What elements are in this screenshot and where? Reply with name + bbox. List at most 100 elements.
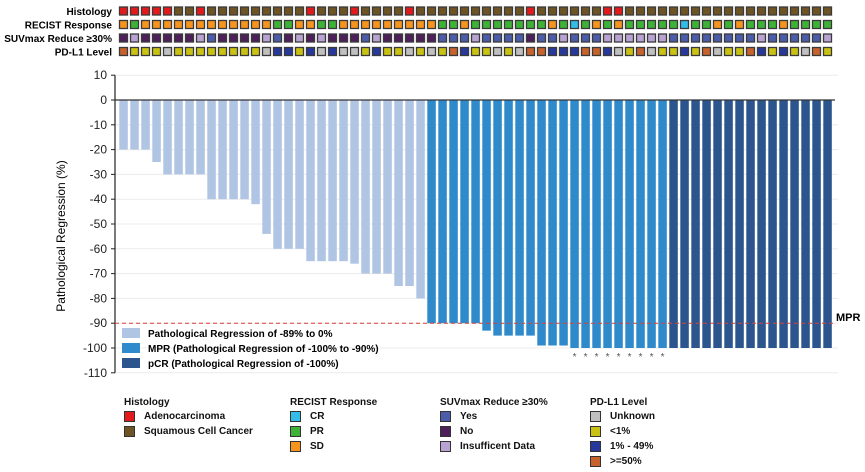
mpr-label: MPR — [836, 312, 861, 324]
track-cell — [250, 19, 261, 30]
legend-swatch-mpr — [122, 343, 140, 353]
bar-light — [339, 100, 348, 262]
track-cell — [371, 6, 382, 16]
track-cell — [756, 19, 767, 30]
significance-star: * — [617, 352, 621, 363]
bar-mpr — [592, 100, 601, 348]
track-cell — [195, 33, 206, 43]
track-cell — [657, 33, 668, 43]
track-cell — [712, 33, 723, 43]
track-cell — [778, 33, 789, 43]
legend-swatch-pcr — [122, 358, 140, 368]
legend-item: Adenocarcinoma — [124, 411, 225, 422]
bar-pcr — [779, 100, 788, 348]
bar-light — [185, 100, 194, 175]
legend-label-mpr: MPR (Pathological Regression of -100% to… — [148, 344, 379, 355]
track-cell — [525, 6, 536, 16]
legend-title: Histology — [124, 397, 170, 408]
track-cell — [261, 46, 272, 57]
bar-light — [350, 100, 359, 264]
track-cell — [118, 33, 129, 43]
track-cell — [151, 19, 162, 30]
legend-item: Insufficent Data — [440, 441, 535, 452]
track-cell — [437, 6, 448, 16]
track-cell — [283, 33, 294, 43]
track-cell — [470, 33, 481, 43]
track-cell — [305, 33, 316, 43]
track-cell — [657, 19, 668, 30]
track-cell — [459, 19, 470, 30]
track-cell — [404, 19, 415, 30]
track-cell — [690, 33, 701, 43]
legend-item: Unknown — [590, 411, 655, 422]
significance-star: * — [595, 352, 599, 363]
bar-mpr — [460, 100, 469, 324]
track-cell — [283, 6, 294, 16]
track-cell — [195, 46, 206, 57]
bar-pcr — [812, 100, 821, 348]
bar-pcr — [790, 100, 799, 348]
track-cell — [470, 46, 481, 57]
track-cell — [745, 33, 756, 43]
y-tick-label: -10 — [90, 118, 108, 132]
legend-label-pcr: pCR (Pathological Regression of -100%) — [148, 359, 339, 370]
track-cell — [580, 46, 591, 57]
legend-label: PR — [310, 426, 324, 437]
track-cell — [151, 33, 162, 43]
track-cell — [316, 46, 327, 57]
track-cell — [349, 46, 360, 57]
track-cell — [459, 6, 470, 16]
track-cell — [822, 6, 833, 16]
y-tick-label: -60 — [90, 242, 108, 256]
track-cell — [503, 19, 514, 30]
legend-swatch — [290, 441, 301, 452]
y-tick-label: -50 — [90, 217, 108, 231]
track-cell — [459, 33, 470, 43]
track-cell — [338, 46, 349, 57]
bar-light — [328, 100, 337, 262]
track-cell — [580, 6, 591, 16]
y-tick-label: 10 — [94, 68, 108, 82]
legend-item: CR — [290, 411, 324, 422]
track-cell — [646, 46, 657, 57]
track-cell — [646, 19, 657, 30]
track-cell — [602, 19, 613, 30]
track-cell — [635, 19, 646, 30]
track-cell — [448, 33, 459, 43]
track-cell — [756, 33, 767, 43]
bar-mpr — [482, 100, 491, 331]
y-tick-label: -90 — [90, 316, 108, 330]
track-cell — [162, 19, 173, 30]
track-cell — [591, 19, 602, 30]
track-cell — [635, 46, 646, 57]
track-cell — [712, 46, 723, 57]
bar-pcr — [724, 100, 733, 348]
track-cell — [481, 19, 492, 30]
track-cell — [767, 6, 778, 16]
track-cell — [217, 46, 228, 57]
track-cell — [382, 33, 393, 43]
track-cell — [778, 46, 789, 57]
track-cell — [745, 19, 756, 30]
track-cell — [635, 6, 646, 16]
y-tick-label: -20 — [90, 143, 108, 157]
track-cell — [657, 46, 668, 57]
track-cell — [448, 6, 459, 16]
bar-mpr — [625, 100, 634, 348]
significance-star: * — [639, 352, 643, 363]
track-cell — [525, 46, 536, 57]
track-cell — [668, 46, 679, 57]
track-cell — [206, 6, 217, 16]
track-cell — [712, 19, 723, 30]
track-cell — [723, 19, 734, 30]
track-cell — [316, 33, 327, 43]
significance-star: * — [628, 352, 632, 363]
track-cell — [228, 6, 239, 16]
legend-item: Yes — [440, 411, 477, 422]
track-cell — [811, 6, 822, 16]
track-cell — [789, 6, 800, 16]
legend-item: <1% — [590, 426, 630, 437]
track-cell — [371, 33, 382, 43]
track-cell — [217, 33, 228, 43]
bar-mpr — [636, 100, 645, 348]
